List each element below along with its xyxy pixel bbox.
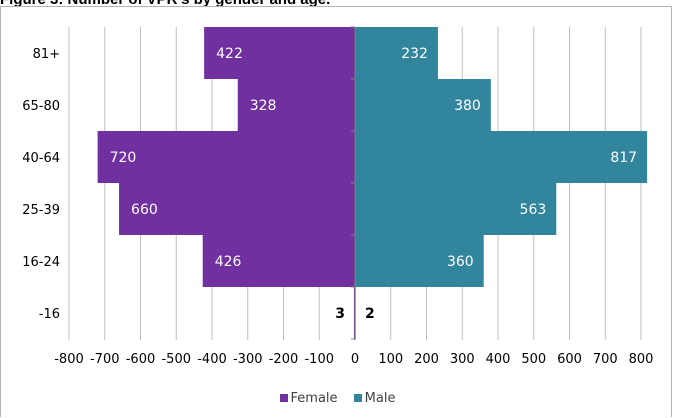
chart-frame — [0, 6, 672, 417]
bar-female — [204, 27, 355, 79]
bar-male — [355, 235, 484, 287]
legend-label-male: Male — [364, 391, 396, 406]
category-label: 40-64 — [22, 151, 60, 166]
bar-female — [119, 183, 355, 235]
data-label-male: 360 — [447, 254, 474, 270]
data-label-male: 380 — [454, 98, 481, 114]
bar-male — [355, 183, 557, 235]
x-tick-label: -700 — [90, 352, 120, 367]
data-label-male: 232 — [401, 46, 428, 62]
x-tick-label: 600 — [557, 352, 582, 367]
data-label-female: 720 — [110, 150, 137, 166]
bar-female — [353, 287, 355, 339]
x-tick-label: -100 — [304, 352, 334, 367]
legend-item-female: Female — [279, 391, 338, 406]
category-label: 16-24 — [22, 255, 60, 270]
category-label: 81+ — [33, 47, 60, 62]
category-label: -16 — [39, 307, 60, 322]
x-tick-label: 100 — [378, 352, 403, 367]
legend-swatch-male — [353, 394, 362, 402]
bar-male — [355, 79, 491, 131]
x-tick-label: 300 — [450, 352, 475, 367]
data-label-female: 422 — [216, 46, 243, 62]
data-label-female: 426 — [215, 254, 242, 270]
x-tick-label: 0 — [351, 352, 359, 367]
category-label: 25-39 — [22, 203, 60, 218]
data-label-female: 3 — [335, 306, 345, 322]
x-tick-label: 400 — [486, 352, 511, 367]
bar-female — [97, 131, 355, 183]
legend-label-female: Female — [290, 391, 338, 406]
x-tick-label: 800 — [629, 352, 654, 367]
x-tick-label: -800 — [54, 352, 84, 367]
x-tick-label: -600 — [126, 352, 156, 367]
legend-swatch-female — [279, 394, 288, 402]
bar-female — [202, 235, 355, 287]
x-tick-label: -300 — [233, 352, 263, 367]
data-label-female: 660 — [131, 202, 158, 218]
x-tick-label: -200 — [269, 352, 299, 367]
bar-male — [355, 131, 648, 183]
x-tick-label: -400 — [197, 352, 227, 367]
data-label-male: 817 — [610, 150, 637, 166]
x-tick-label: 500 — [521, 352, 546, 367]
bar-male — [355, 27, 438, 79]
category-label: 65-80 — [22, 99, 60, 114]
legend-item-male: Male — [353, 391, 396, 406]
data-label-male: 2 — [365, 306, 375, 322]
data-label-female: 328 — [250, 98, 277, 114]
x-tick-label: -500 — [161, 352, 191, 367]
x-tick-label: 700 — [593, 352, 618, 367]
x-tick-label: 200 — [414, 352, 439, 367]
chart-legend: Female Male — [0, 391, 675, 406]
chart-title: Figure 3: Number of VPR's by gender and … — [0, 0, 330, 8]
bar-female — [237, 79, 355, 131]
data-label-male: 563 — [520, 202, 547, 218]
